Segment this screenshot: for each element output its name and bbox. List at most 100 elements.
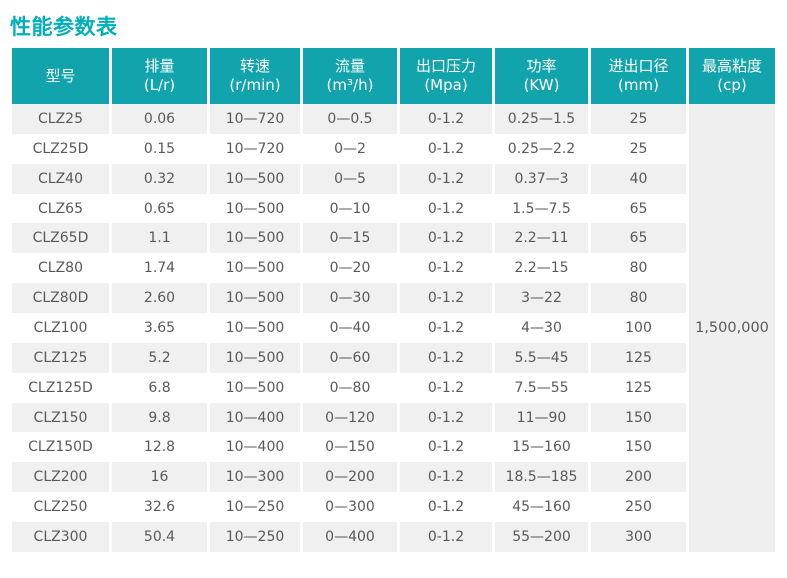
model-cell: CLZ25 bbox=[12, 104, 109, 134]
value-cell-flow: 0—60 bbox=[303, 342, 397, 373]
value-cell-outlet-pressure: 0-1.2 bbox=[400, 193, 492, 224]
col-header-label: 转速 bbox=[239, 57, 270, 75]
col-header-unit: (m³/h) bbox=[326, 76, 374, 94]
value-cell-flow: 0—80 bbox=[303, 372, 397, 403]
col-header-power: 功率 (KW) bbox=[495, 48, 588, 104]
col-header-label: 流量 bbox=[334, 57, 365, 75]
value-cell-speed: 10—500 bbox=[210, 283, 300, 314]
value-cell-speed: 10—250 bbox=[210, 492, 300, 523]
value-cell-speed: 10—720 bbox=[210, 133, 300, 164]
value-cell-flow: 0—10 bbox=[303, 193, 397, 224]
col-header-label: 最高粘度 bbox=[701, 57, 762, 75]
col-header-speed: 转速 (r/min) bbox=[210, 48, 300, 104]
value-cell-power: 7.5—55 bbox=[495, 372, 588, 403]
value-cell-displacement: 32.6 bbox=[112, 492, 207, 523]
value-cell-displacement: 50.4 bbox=[112, 522, 207, 552]
value-cell-port-diameter: 65 bbox=[591, 223, 686, 254]
value-cell-outlet-pressure: 0-1.2 bbox=[400, 104, 492, 134]
value-cell-flow: 0—20 bbox=[303, 253, 397, 284]
value-cell-outlet-pressure: 0-1.2 bbox=[400, 372, 492, 403]
col-header-max-viscosity: 最高粘度 (cp) bbox=[689, 48, 775, 104]
value-cell-port-diameter: 40 bbox=[591, 163, 686, 194]
value-cell-speed: 10—500 bbox=[210, 223, 300, 254]
model-cell: CLZ150D bbox=[12, 432, 109, 463]
value-cell-flow: 0—30 bbox=[303, 283, 397, 314]
value-cell-speed: 10—250 bbox=[210, 522, 300, 552]
value-cell-outlet-pressure: 0-1.2 bbox=[400, 313, 492, 343]
value-cell-displacement: 0.65 bbox=[112, 193, 207, 224]
value-cell-speed: 10—500 bbox=[210, 313, 300, 343]
model-cell: CLZ65D bbox=[12, 223, 109, 254]
value-cell-outlet-pressure: 0-1.2 bbox=[400, 283, 492, 314]
value-cell-port-diameter: 100 bbox=[591, 313, 686, 343]
col-header-unit: (KW) bbox=[523, 76, 560, 94]
model-cell: CLZ125 bbox=[12, 342, 109, 373]
value-cell-power: 0.25—2.2 bbox=[495, 133, 588, 164]
value-cell-port-diameter: 65 bbox=[591, 193, 686, 224]
col-header-unit: (Mpa) bbox=[424, 76, 468, 94]
col-header-port-diameter: 进出口径 (mm) bbox=[591, 48, 686, 104]
value-cell-speed: 10—400 bbox=[210, 432, 300, 463]
value-cell-port-diameter: 125 bbox=[591, 342, 686, 373]
page-title: 性能参数表 bbox=[10, 15, 118, 39]
col-header-label: 型号 bbox=[45, 66, 76, 85]
value-cell-power: 5.5—45 bbox=[495, 342, 588, 373]
value-cell-displacement: 9.8 bbox=[112, 402, 207, 433]
value-cell-outlet-pressure: 0-1.2 bbox=[400, 432, 492, 463]
value-cell-flow: 0—120 bbox=[303, 402, 397, 433]
model-cell: CLZ80 bbox=[12, 253, 109, 284]
model-cell: CLZ65 bbox=[12, 193, 109, 224]
col-header-outlet-pressure: 出口压力 (Mpa) bbox=[400, 48, 492, 104]
value-cell-outlet-pressure: 0-1.2 bbox=[400, 492, 492, 523]
value-cell-flow: 0—5 bbox=[303, 163, 397, 194]
col-header-model: 型号 bbox=[12, 48, 109, 104]
value-cell-flow: 0—15 bbox=[303, 223, 397, 254]
value-cell-power: 1.5—7.5 bbox=[495, 193, 588, 224]
col-header-unit: (r/min) bbox=[229, 76, 281, 94]
value-cell-displacement: 0.15 bbox=[112, 133, 207, 164]
value-cell-port-diameter: 300 bbox=[591, 522, 686, 552]
performance-table: 型号 排量 (L/r) 转速 (r/min) 流量 (m³/h) 出口压力 (Mpa) 功率 (KW… bbox=[12, 48, 775, 552]
value-cell-speed: 10—500 bbox=[210, 163, 300, 194]
value-cell-displacement: 3.65 bbox=[112, 313, 207, 343]
value-cell-port-diameter: 25 bbox=[591, 133, 686, 164]
value-cell-flow: 0—0.5 bbox=[303, 104, 397, 134]
value-cell-flow: 0—2 bbox=[303, 133, 397, 164]
value-cell-flow: 0—40 bbox=[303, 313, 397, 343]
col-header-displacement: 排量 (L/r) bbox=[112, 48, 207, 104]
model-cell: CLZ100 bbox=[12, 313, 109, 343]
model-cell: CLZ150 bbox=[12, 402, 109, 433]
value-cell-port-diameter: 80 bbox=[591, 253, 686, 284]
value-cell-power: 4—30 bbox=[495, 313, 588, 343]
value-cell-flow: 0—200 bbox=[303, 462, 397, 493]
value-cell-flow: 0—400 bbox=[303, 522, 397, 552]
value-cell-power: 0.37—3 bbox=[495, 163, 588, 194]
col-header-label: 功率 bbox=[526, 57, 557, 75]
value-cell-displacement: 1.1 bbox=[112, 223, 207, 254]
model-cell: CLZ25D bbox=[12, 133, 109, 164]
value-cell-speed: 10—400 bbox=[210, 402, 300, 433]
model-cell: CLZ80D bbox=[12, 283, 109, 314]
value-cell-power: 15—160 bbox=[495, 432, 588, 463]
value-cell-outlet-pressure: 0-1.2 bbox=[400, 133, 492, 164]
value-cell-power: 45—160 bbox=[495, 492, 588, 523]
col-header-unit: (cp) bbox=[717, 76, 747, 94]
value-cell-power: 11—90 bbox=[495, 402, 588, 433]
value-cell-speed: 10—500 bbox=[210, 253, 300, 284]
value-cell-outlet-pressure: 0-1.2 bbox=[400, 522, 492, 552]
value-cell-port-diameter: 200 bbox=[591, 462, 686, 493]
col-header-unit: (L/r) bbox=[143, 76, 176, 94]
value-cell-speed: 10—300 bbox=[210, 462, 300, 493]
value-cell-speed: 10—720 bbox=[210, 104, 300, 134]
value-cell-outlet-pressure: 0-1.2 bbox=[400, 402, 492, 433]
value-cell-power: 2.2—15 bbox=[495, 253, 588, 284]
value-cell-displacement: 1.74 bbox=[112, 253, 207, 284]
value-cell-port-diameter: 25 bbox=[591, 104, 686, 134]
value-cell-speed: 10—500 bbox=[210, 372, 300, 403]
value-cell-port-diameter: 150 bbox=[591, 432, 686, 463]
max-viscosity-merged-cell: 1,500,000 bbox=[689, 104, 775, 552]
value-cell-port-diameter: 250 bbox=[591, 492, 686, 523]
col-header-label: 出口压力 bbox=[415, 57, 476, 75]
value-cell-port-diameter: 125 bbox=[591, 372, 686, 403]
value-cell-displacement: 6.8 bbox=[112, 372, 207, 403]
